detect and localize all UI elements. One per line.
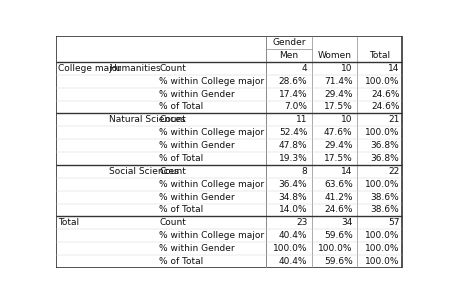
Text: 34.8%: 34.8%	[279, 193, 307, 202]
Text: 40.4%: 40.4%	[279, 257, 307, 266]
Text: 23: 23	[296, 218, 307, 227]
Text: 100.0%: 100.0%	[365, 180, 400, 189]
Text: % of Total: % of Total	[159, 257, 203, 266]
Text: 100.0%: 100.0%	[365, 128, 400, 137]
Text: Count: Count	[159, 167, 186, 176]
Text: Gender: Gender	[272, 38, 306, 47]
Text: 59.6%: 59.6%	[324, 257, 353, 266]
Text: % within College major: % within College major	[159, 77, 264, 86]
Text: 14.0%: 14.0%	[279, 206, 307, 214]
Text: 100.0%: 100.0%	[365, 231, 400, 240]
Text: % within Gender: % within Gender	[159, 244, 235, 253]
Text: % within Gender: % within Gender	[159, 141, 235, 150]
Text: 24.6%: 24.6%	[371, 102, 400, 111]
Text: Women: Women	[317, 51, 351, 60]
Text: College major: College major	[58, 64, 122, 73]
Text: 47.6%: 47.6%	[324, 128, 353, 137]
Text: Men: Men	[279, 51, 298, 60]
Text: 100.0%: 100.0%	[365, 244, 400, 253]
Text: 40.4%: 40.4%	[279, 231, 307, 240]
Text: 57: 57	[388, 218, 400, 227]
Text: Total: Total	[58, 218, 80, 227]
Text: % within College major: % within College major	[159, 180, 264, 189]
Text: 22: 22	[388, 167, 400, 176]
Text: 14: 14	[388, 64, 400, 73]
Text: Count: Count	[159, 64, 186, 73]
Text: 36.8%: 36.8%	[371, 154, 400, 163]
Text: 7.0%: 7.0%	[284, 102, 307, 111]
Text: 10: 10	[341, 115, 353, 124]
Text: 38.6%: 38.6%	[371, 193, 400, 202]
Text: 63.6%: 63.6%	[324, 180, 353, 189]
Text: Total: Total	[369, 51, 390, 60]
Text: 24.6%: 24.6%	[324, 206, 353, 214]
Text: 41.2%: 41.2%	[324, 193, 353, 202]
Text: Humanities: Humanities	[109, 64, 161, 73]
Text: 34: 34	[341, 218, 353, 227]
Text: 24.6%: 24.6%	[371, 90, 400, 98]
Text: Count: Count	[159, 115, 186, 124]
Text: 8: 8	[302, 167, 307, 176]
Text: 36.8%: 36.8%	[371, 141, 400, 150]
Text: Social Sciences: Social Sciences	[109, 167, 179, 176]
Text: 29.4%: 29.4%	[324, 141, 353, 150]
Text: % within College major: % within College major	[159, 128, 264, 137]
Text: 10: 10	[341, 64, 353, 73]
Text: 47.8%: 47.8%	[279, 141, 307, 150]
Text: 17.5%: 17.5%	[324, 154, 353, 163]
Text: 17.4%: 17.4%	[279, 90, 307, 98]
Text: 71.4%: 71.4%	[324, 77, 353, 86]
Text: 59.6%: 59.6%	[324, 231, 353, 240]
Text: % within Gender: % within Gender	[159, 90, 235, 98]
Text: 19.3%: 19.3%	[279, 154, 307, 163]
Text: % within College major: % within College major	[159, 231, 264, 240]
Text: % of Total: % of Total	[159, 206, 203, 214]
Text: % of Total: % of Total	[159, 102, 203, 111]
Text: Count: Count	[159, 218, 186, 227]
Text: % of Total: % of Total	[159, 154, 203, 163]
Text: 100.0%: 100.0%	[318, 244, 353, 253]
Text: 100.0%: 100.0%	[273, 244, 307, 253]
Text: 28.6%: 28.6%	[279, 77, 307, 86]
Text: 17.5%: 17.5%	[324, 102, 353, 111]
Text: 11: 11	[296, 115, 307, 124]
Text: 100.0%: 100.0%	[365, 77, 400, 86]
Text: 100.0%: 100.0%	[365, 257, 400, 266]
Text: 52.4%: 52.4%	[279, 128, 307, 137]
Text: 4: 4	[302, 64, 307, 73]
Text: Natural Sciences: Natural Sciences	[109, 115, 186, 124]
Text: % within Gender: % within Gender	[159, 193, 235, 202]
Text: 21: 21	[388, 115, 400, 124]
Text: 36.4%: 36.4%	[279, 180, 307, 189]
Text: 38.6%: 38.6%	[371, 206, 400, 214]
Text: 29.4%: 29.4%	[324, 90, 353, 98]
Text: 14: 14	[341, 167, 353, 176]
